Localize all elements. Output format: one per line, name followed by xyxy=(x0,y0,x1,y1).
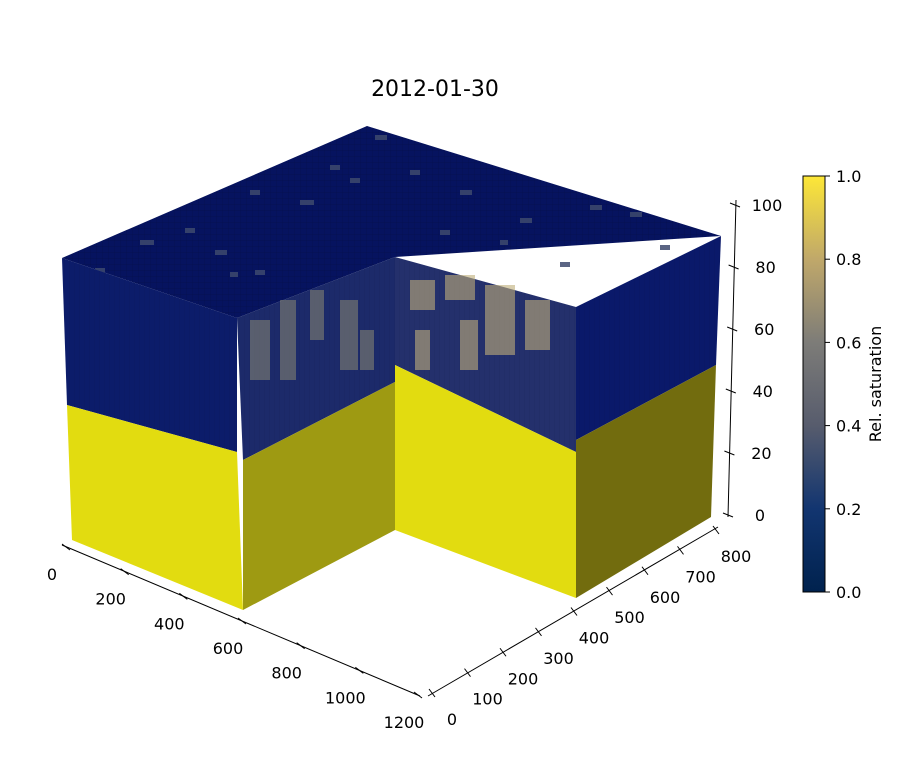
y-axis xyxy=(427,526,719,697)
y-tick-mark xyxy=(499,647,507,657)
colorbar-ticks: 0.0 0.2 0.4 0.6 0.8 1.0 xyxy=(825,167,861,602)
right-face-sat xyxy=(576,365,716,598)
y-tick-label: 700 xyxy=(685,567,716,586)
z-tick-label: 80 xyxy=(755,258,775,277)
x-tick-mark xyxy=(355,666,364,674)
z-tick-mark xyxy=(722,512,734,518)
z-tick-mark xyxy=(725,388,736,394)
colorbar-label: Rel. saturation xyxy=(866,326,885,442)
x-tick-label: 200 xyxy=(95,590,126,609)
x-tick-mark xyxy=(120,568,129,576)
x-tick-mark xyxy=(61,543,71,551)
y-tick-label: 400 xyxy=(579,629,610,648)
z-tick-label: 60 xyxy=(754,320,774,339)
x-tick-mark xyxy=(237,617,247,625)
y-tick-mark xyxy=(606,586,613,596)
y-tick-mark xyxy=(428,688,436,698)
notch-face-a-sat xyxy=(243,382,395,610)
colorbar: 0.0 0.2 0.4 0.6 0.8 1.0 Rel. saturation xyxy=(802,167,885,602)
z-axis-ticks: 0 20 40 60 80 100 xyxy=(722,196,783,525)
y-tick-mark xyxy=(641,566,649,576)
colorbar-tick-label: 0.6 xyxy=(836,333,861,352)
z-tick-mark xyxy=(724,450,735,456)
y-tick-mark xyxy=(570,607,578,616)
colorbar-tick-label: 0.0 xyxy=(836,583,861,602)
notch-face-b-sat xyxy=(395,365,576,598)
left-face-sat xyxy=(67,405,243,610)
x-tick-label: 400 xyxy=(154,614,185,633)
y-tick-label: 500 xyxy=(614,608,645,627)
x-tick-mark xyxy=(179,592,188,600)
chart-title: 2012-01-30 xyxy=(371,77,499,102)
voxel-block xyxy=(62,126,721,610)
y-tick-mark xyxy=(712,525,720,535)
y-tick-label: 0 xyxy=(447,710,457,729)
z-tick-mark xyxy=(728,264,739,270)
y-tick-label: 100 xyxy=(472,690,503,709)
z-tick-mark xyxy=(727,326,738,332)
y-tick-label: 800 xyxy=(721,547,752,566)
z-tick-label: 0 xyxy=(755,506,765,525)
top-speckles xyxy=(95,135,670,277)
z-axis xyxy=(727,199,737,518)
y-tick-label: 200 xyxy=(508,669,539,688)
x-tick-label: 0 xyxy=(47,565,57,584)
x-tick-label: 600 xyxy=(213,639,244,658)
notch-a-saturation-texture xyxy=(250,290,374,380)
colorbar-tick-label: 0.2 xyxy=(836,500,861,519)
colorbar-tick-label: 0.4 xyxy=(836,417,861,436)
x-axis-ticks: 0 200 400 600 800 1000 1200 xyxy=(47,543,425,732)
y-tick-mark xyxy=(464,668,471,677)
notch-b-saturation-texture xyxy=(410,275,550,370)
z-tick-label: 100 xyxy=(752,196,783,215)
x-tick-label: 1200 xyxy=(384,713,425,732)
y-tick-mark xyxy=(677,546,684,555)
x-tick-label: 800 xyxy=(271,664,302,683)
y-tick-label: 600 xyxy=(650,588,681,607)
x-tick-label: 1000 xyxy=(325,688,366,707)
x-tick-mark xyxy=(296,642,305,650)
x-tick-mark xyxy=(413,691,423,699)
colorbar-tick-label: 1.0 xyxy=(836,167,861,186)
z-tick-mark xyxy=(729,202,741,208)
colorbar-gradient xyxy=(802,175,826,593)
y-tick-mark xyxy=(535,627,542,637)
z-tick-label: 20 xyxy=(751,444,771,463)
y-tick-label: 300 xyxy=(543,649,574,668)
z-tick-label: 40 xyxy=(753,382,773,401)
colorbar-tick-label: 0.8 xyxy=(836,250,861,269)
